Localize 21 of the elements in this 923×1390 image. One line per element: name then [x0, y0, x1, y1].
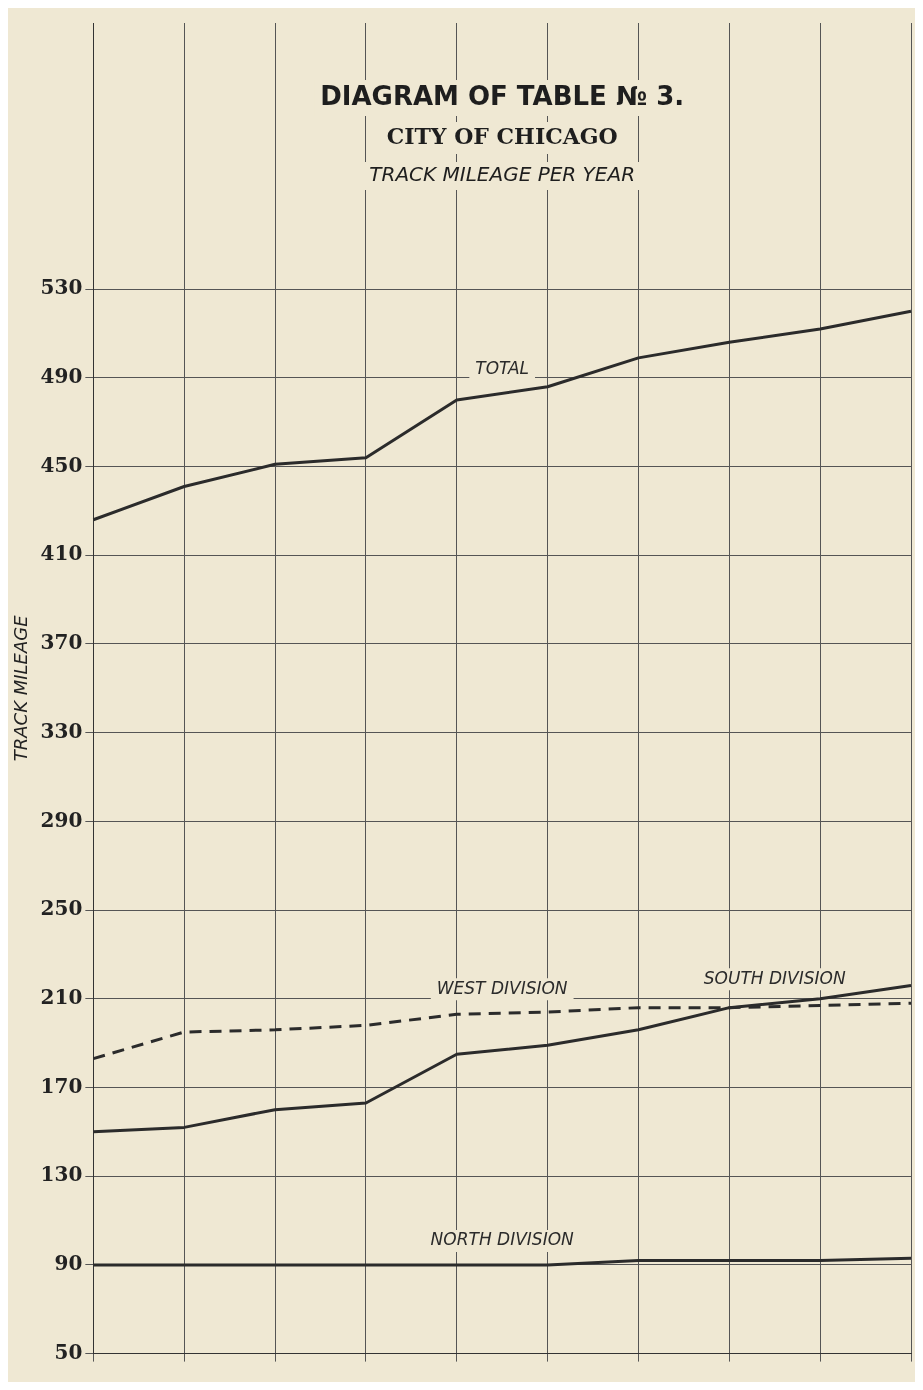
- y-tick-label: 50: [54, 1339, 83, 1364]
- y-tick-label: 170: [40, 1073, 83, 1098]
- annotation: TRACK MILEAGE PER YEAR: [369, 162, 636, 187]
- series-label: SOUTH DIVISION: [703, 967, 846, 988]
- y-tick-label: 210: [40, 984, 83, 1009]
- text: CITY OF CHICAGO: [386, 122, 618, 149]
- series-label: NORTH DIVISION: [430, 1229, 575, 1250]
- y-tick-label: 370: [40, 630, 83, 655]
- y-tick-label: 530: [40, 275, 83, 300]
- y-axis-title: TRACK MILEAGE: [10, 614, 32, 762]
- y-tick-label: 130: [40, 1162, 83, 1187]
- y-tick-label: 250: [40, 896, 83, 921]
- series-label: WEST DIVISION: [436, 977, 568, 998]
- y-tick-label: 330: [40, 718, 83, 743]
- y-tick-label: 450: [40, 452, 83, 477]
- y-tick-label: 490: [40, 364, 83, 389]
- y-tick-label: 290: [40, 807, 83, 832]
- series-label: TOTAL: [475, 357, 530, 378]
- y-tick-label: 410: [40, 541, 83, 566]
- y-tick-label: 90: [54, 1251, 83, 1276]
- text: DIAGRAM OF TABLE № 3.: [320, 80, 685, 111]
